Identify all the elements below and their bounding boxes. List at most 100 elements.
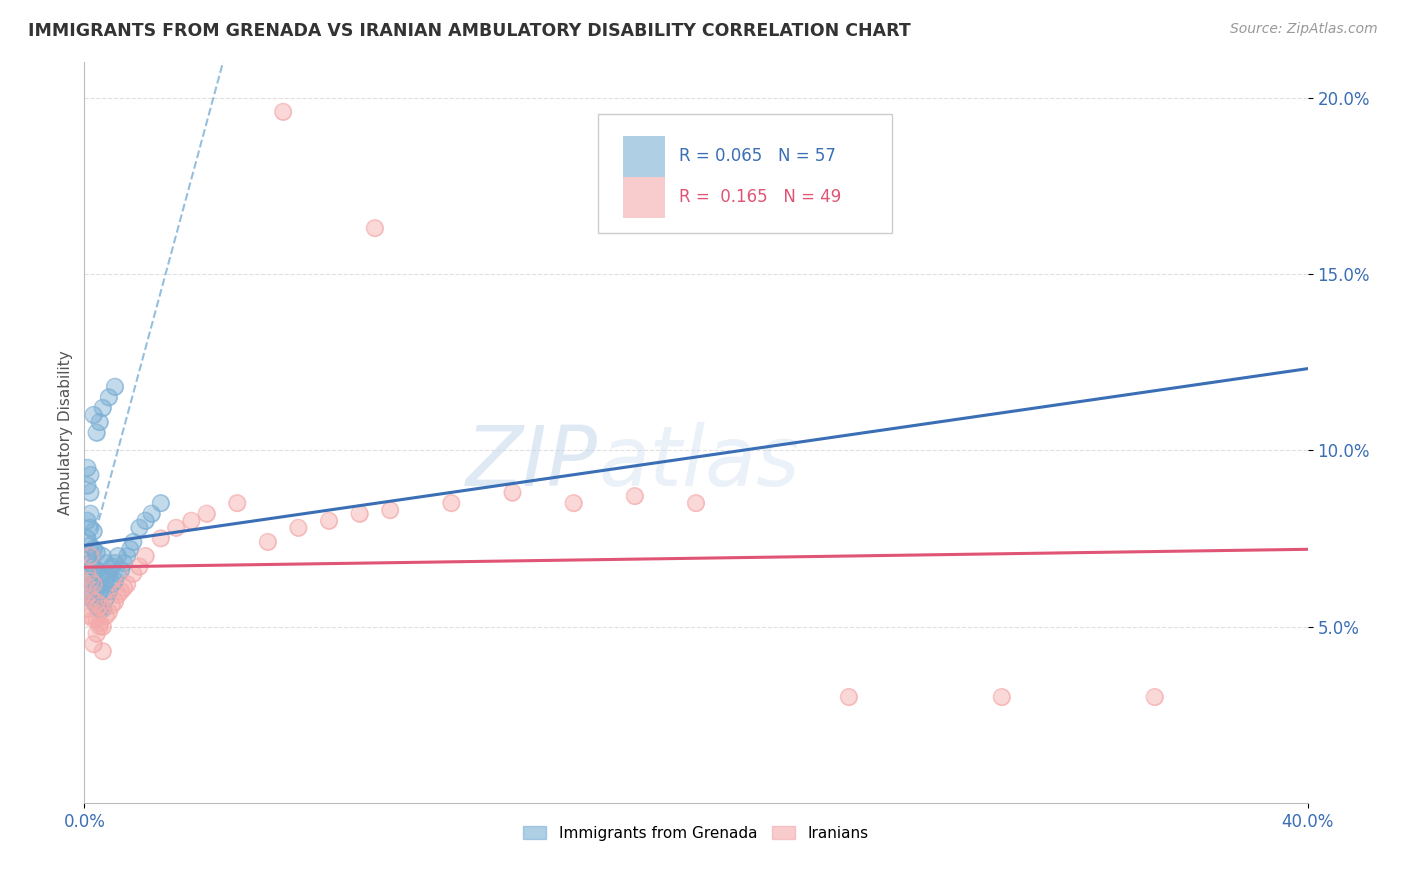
Point	[83, 595, 105, 609]
Point	[97, 584, 120, 599]
Point	[83, 595, 105, 609]
Point	[76, 584, 98, 599]
Point	[135, 514, 157, 528]
Point	[624, 489, 647, 503]
Point	[97, 566, 120, 581]
Point	[104, 380, 127, 394]
Point	[91, 602, 114, 616]
Point	[79, 591, 101, 606]
Point	[89, 615, 111, 630]
Point	[83, 577, 105, 591]
Point	[91, 619, 114, 633]
Point	[685, 496, 707, 510]
Point	[86, 563, 108, 577]
Point	[86, 612, 108, 626]
Point	[107, 588, 129, 602]
Point	[128, 559, 150, 574]
Point	[991, 690, 1014, 704]
Point	[94, 609, 117, 624]
Point	[79, 538, 101, 552]
Point	[83, 559, 105, 574]
Point	[97, 606, 120, 620]
Point	[226, 496, 249, 510]
Point	[86, 626, 108, 640]
Point	[91, 602, 114, 616]
Point	[257, 535, 280, 549]
Point	[83, 612, 105, 626]
Point	[76, 478, 98, 492]
Point	[110, 563, 132, 577]
FancyBboxPatch shape	[598, 114, 891, 233]
Point	[76, 566, 98, 581]
Point	[112, 556, 135, 570]
Point	[180, 514, 202, 528]
Point	[79, 591, 101, 606]
Point	[79, 521, 101, 535]
Point	[89, 599, 111, 613]
Point	[110, 584, 132, 599]
Point	[101, 577, 124, 591]
Point	[562, 496, 585, 510]
Point	[149, 496, 172, 510]
Point	[89, 415, 111, 429]
Point	[89, 415, 111, 429]
Point	[79, 549, 101, 563]
Point	[79, 507, 101, 521]
Point	[76, 602, 98, 616]
Point	[89, 619, 111, 633]
Point	[685, 496, 707, 510]
Point	[104, 595, 127, 609]
Point	[83, 637, 105, 651]
Point	[89, 584, 111, 599]
Point	[318, 514, 340, 528]
Point	[76, 584, 98, 599]
Point	[76, 549, 98, 563]
Point	[101, 599, 124, 613]
Point	[83, 577, 105, 591]
Point	[104, 574, 127, 588]
Point	[89, 599, 111, 613]
Point	[112, 581, 135, 595]
Point	[76, 584, 98, 599]
Point	[104, 556, 127, 570]
Point	[97, 584, 120, 599]
Point	[135, 549, 157, 563]
Point	[1143, 690, 1166, 704]
Point	[195, 507, 218, 521]
Point	[364, 221, 387, 235]
Point	[838, 690, 860, 704]
Point	[91, 602, 114, 616]
Point	[83, 595, 105, 609]
Point	[502, 485, 524, 500]
Point	[91, 401, 114, 415]
Point	[149, 496, 172, 510]
Point	[349, 507, 371, 521]
Point	[86, 425, 108, 440]
Point	[79, 507, 101, 521]
Point	[128, 521, 150, 535]
Point	[79, 609, 101, 624]
Point	[104, 380, 127, 394]
Point	[1143, 690, 1166, 704]
Point	[83, 559, 105, 574]
Point	[287, 521, 309, 535]
Point	[83, 612, 105, 626]
Point	[101, 559, 124, 574]
Point	[86, 425, 108, 440]
Point	[349, 507, 371, 521]
Point	[91, 644, 114, 658]
Point	[120, 541, 142, 556]
Point	[128, 521, 150, 535]
Point	[86, 545, 108, 559]
Point	[110, 584, 132, 599]
Point	[149, 532, 172, 546]
Point	[76, 461, 98, 475]
Point	[991, 690, 1014, 704]
Point	[135, 514, 157, 528]
Point	[180, 514, 202, 528]
Point	[86, 626, 108, 640]
Point	[89, 619, 111, 633]
Point	[79, 467, 101, 482]
Point	[107, 549, 129, 563]
Point	[135, 549, 157, 563]
